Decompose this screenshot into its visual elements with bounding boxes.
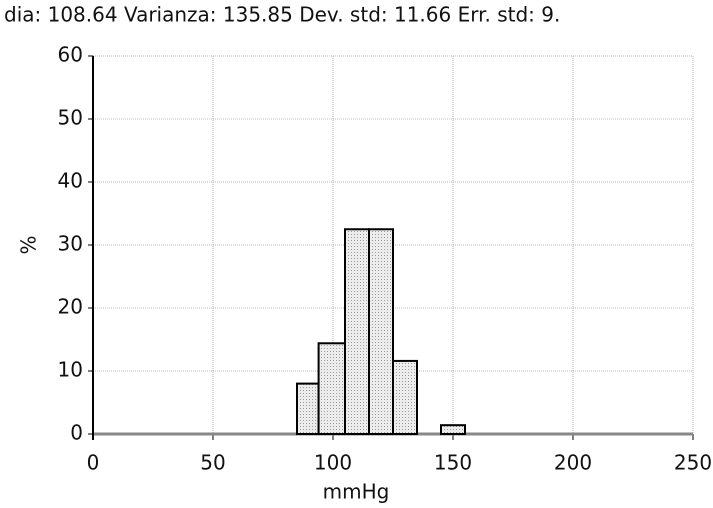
bar [440,424,466,435]
y-tick-label: 50 [58,106,83,130]
bar [296,382,320,436]
bar [344,228,370,435]
y-tick-label: 0 [70,421,83,445]
y-tick-label: 20 [58,295,83,319]
x-tick-label: 200 [554,451,592,475]
chart-title: dia: 108.64 Varianza: 135.85 Dev. std: 1… [4,3,560,27]
bar [368,228,394,435]
bar [317,342,347,435]
bar [392,359,418,436]
x-tick-label: 150 [434,451,472,475]
x-tick-label: 0 [87,451,100,475]
x-tick-label: 50 [200,451,225,475]
y-tick-label: 30 [58,232,83,256]
y-axis-label: % [17,235,41,254]
y-tick-label: 60 [58,43,83,67]
y-tick-label: 40 [58,169,83,193]
y-tick-label: 10 [58,358,83,382]
x-tick-label: 250 [674,451,712,475]
x-tick-label: 100 [314,451,352,475]
x-axis-label: mmHg [323,480,390,504]
